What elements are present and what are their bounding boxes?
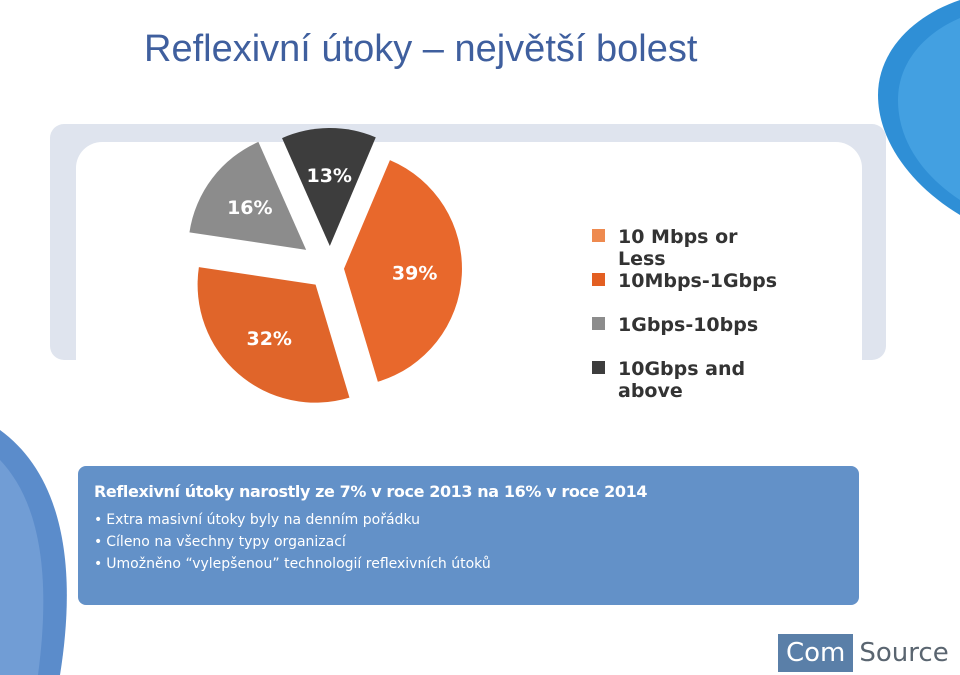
bullet-item: Umožněno “vylepšenou” technologií reflex… bbox=[94, 553, 843, 575]
slice-value-label: 16% bbox=[227, 197, 272, 219]
slide-title: Reflexivní útoky – největší bolest bbox=[144, 28, 698, 70]
legend-swatch bbox=[592, 229, 605, 242]
slice-10mbps-1gbps bbox=[343, 160, 462, 382]
slice-value-label: 13% bbox=[306, 165, 351, 187]
slice-value-label: 39% bbox=[392, 263, 437, 285]
slice-10gbps-above bbox=[282, 128, 376, 247]
logo-com-part: Com bbox=[778, 634, 854, 672]
legend-swatch bbox=[592, 273, 605, 286]
bullet-item: Extra masivní útoky byly na denním pořád… bbox=[94, 509, 843, 531]
slice-32 bbox=[197, 267, 350, 403]
legend-swatch bbox=[592, 361, 605, 374]
info-box: Reflexivní útoky narostly ze 7% v roce 2… bbox=[78, 466, 859, 605]
bullet-list: Extra masivní útoky byly na denním pořád… bbox=[94, 509, 843, 575]
legend-label: above bbox=[618, 380, 683, 402]
slice-1gbps-10gbps bbox=[189, 141, 307, 250]
logo-source-part: Source bbox=[859, 638, 949, 668]
legend-label: Less bbox=[618, 248, 666, 270]
slice-value-label: 32% bbox=[246, 328, 291, 350]
info-heading: Reflexivní útoky narostly ze 7% v roce 2… bbox=[94, 482, 648, 501]
legend-label: 10 Mbps or bbox=[618, 226, 738, 248]
legend-swatch bbox=[592, 317, 605, 330]
comsource-logo: Com Source bbox=[778, 634, 949, 672]
bullet-item: Cíleno na všechny typy organizací bbox=[94, 531, 843, 553]
decorative-corner-shape bbox=[878, 0, 960, 215]
legend-label: 10Gbps and bbox=[618, 358, 745, 380]
legend-label: 1Gbps-10bps bbox=[618, 314, 758, 336]
legend-label: 10Mbps-1Gbps bbox=[618, 270, 777, 292]
decorative-side-shape bbox=[0, 430, 67, 675]
